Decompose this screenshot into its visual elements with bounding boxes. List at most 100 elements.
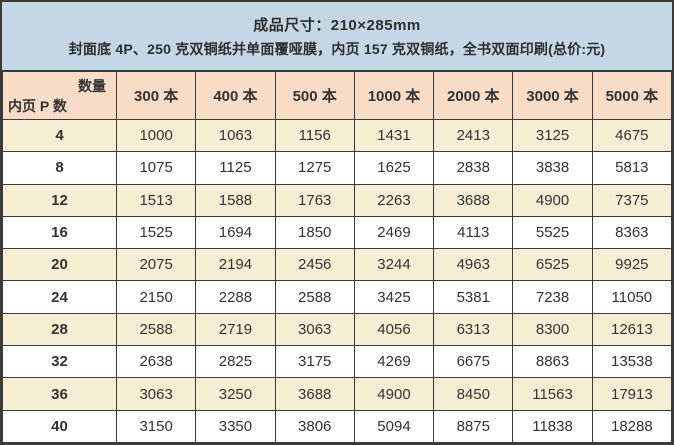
price-cell: 2469 (353, 215, 435, 250)
price-cell: 7375 (591, 183, 672, 217)
price-cell: 1063 (195, 118, 276, 153)
price-cell: 1588 (195, 183, 276, 217)
table-body: 4 1000 1063 1156 1431 2413 3125 4675 8 1075 1125 12… (2, 118, 672, 443)
price-cell: 1513 (115, 183, 197, 217)
price-cell: 3425 (353, 280, 435, 314)
price-cell: 2825 (195, 345, 276, 379)
price-cell: 1000 (115, 118, 197, 153)
price-cell: 3063 (274, 312, 355, 347)
table-row: 20 2075 2194 2456 3244 4963 6525 9925 (2, 248, 672, 282)
price-cell: 5813 (591, 151, 672, 185)
price-cell: 3063 (115, 377, 197, 411)
table-row: 32 2638 2825 3175 4269 6675 8863 13538 (2, 345, 672, 379)
price-cell: 1156 (274, 118, 355, 153)
pages-count-cell: 12 (2, 183, 117, 217)
table-row: 16 1525 1694 1850 2469 4113 5525 8363 (2, 215, 672, 250)
price-cell: 4113 (433, 215, 514, 250)
price-cell: 3688 (433, 183, 514, 217)
price-cell: 4675 (591, 118, 672, 153)
price-cell: 3806 (274, 409, 355, 443)
table-row: 28 2588 2719 3063 4056 6313 8300 12613 (2, 312, 672, 347)
price-cell: 3688 (274, 377, 355, 411)
price-cell: 5094 (353, 409, 435, 443)
price-cell: 4056 (353, 312, 435, 347)
table-row: 36 3063 3250 3688 4900 8450 11563 17913 (2, 377, 672, 411)
price-cell: 1763 (274, 183, 355, 217)
price-cell: 12613 (591, 312, 672, 347)
pages-count-cell: 32 (2, 345, 117, 379)
corner-header-cell: 数量 内页 P 数 (2, 71, 117, 120)
price-cell: 1275 (274, 151, 355, 185)
table-row: 8 1075 1125 1275 1625 2838 3838 5813 (2, 151, 672, 185)
price-cell: 2838 (433, 151, 514, 185)
product-size-title: 成品尺寸：210×285mm (253, 16, 421, 34)
price-cell: 1125 (195, 151, 276, 185)
price-cell: 3150 (115, 409, 197, 443)
price-cell: 5525 (512, 215, 593, 250)
column-header: 1000 本 (353, 71, 435, 120)
price-cell: 1525 (115, 215, 197, 250)
table-row: 12 1513 1588 1763 2263 3688 4900 7375 (2, 183, 672, 217)
price-cell: 9925 (591, 248, 672, 282)
price-cell: 3350 (195, 409, 276, 443)
pages-count-cell: 4 (2, 118, 117, 153)
price-cell: 1075 (115, 151, 197, 185)
price-cell: 1625 (353, 151, 435, 185)
price-cell: 17913 (591, 377, 672, 411)
price-cell: 8363 (591, 215, 672, 250)
price-cell: 2638 (115, 345, 197, 379)
price-cell: 11050 (591, 280, 672, 314)
price-table: 数量 内页 P 数 300 本 400 本 500 本 1000 本 2000 本 300… (2, 71, 672, 443)
price-cell: 5381 (433, 280, 514, 314)
price-cell: 2456 (274, 248, 355, 282)
price-cell: 18288 (591, 409, 672, 443)
table-row: 24 2150 2288 2588 3425 5381 7238 11050 (2, 280, 672, 314)
price-cell: 1850 (274, 215, 355, 250)
price-cell: 4900 (512, 183, 593, 217)
price-cell: 11838 (512, 409, 593, 443)
price-cell: 3250 (195, 377, 276, 411)
price-cell: 7238 (512, 280, 593, 314)
column-header: 300 本 (115, 71, 197, 120)
pages-count-cell: 16 (2, 215, 117, 250)
price-cell: 2588 (115, 312, 197, 347)
corner-pages-label: 内页 P 数 (8, 98, 67, 114)
price-cell: 2194 (195, 248, 276, 282)
price-cell: 6313 (433, 312, 514, 347)
price-cell: 3244 (353, 248, 435, 282)
price-cell: 8450 (433, 377, 514, 411)
price-cell: 3838 (512, 151, 593, 185)
price-cell: 8863 (512, 345, 593, 379)
column-header: 2000 本 (433, 71, 514, 120)
spec-subtitle: 封面底 4P、250 克双铜纸并单面覆哑膜，内页 157 克双铜纸，全书双面印刷… (68, 40, 606, 57)
price-cell: 4900 (353, 377, 435, 411)
price-cell: 2150 (115, 280, 197, 314)
column-header: 3000 本 (512, 71, 593, 120)
price-cell: 2413 (433, 118, 514, 153)
price-cell: 4963 (433, 248, 514, 282)
price-cell: 8875 (433, 409, 514, 443)
column-header: 400 本 (195, 71, 276, 120)
price-cell: 13538 (591, 345, 672, 379)
price-cell: 2263 (353, 183, 435, 217)
price-cell: 6675 (433, 345, 514, 379)
pages-count-cell: 8 (2, 151, 117, 185)
column-header: 500 本 (274, 71, 355, 120)
price-cell: 2719 (195, 312, 276, 347)
column-header: 5000 本 (591, 71, 672, 120)
sheet-title-band: 成品尺寸：210×285mm 封面底 4P、250 克双铜纸并单面覆哑膜，内页 … (2, 2, 672, 71)
price-cell: 2288 (195, 280, 276, 314)
price-cell: 8300 (512, 312, 593, 347)
price-cell: 4269 (353, 345, 435, 379)
price-cell: 3125 (512, 118, 593, 153)
price-cell: 3175 (274, 345, 355, 379)
price-cell: 1431 (353, 118, 435, 153)
price-cell: 6525 (512, 248, 593, 282)
price-cell: 2588 (274, 280, 355, 314)
price-cell: 11563 (512, 377, 593, 411)
price-cell: 1694 (195, 215, 276, 250)
pages-count-cell: 36 (2, 377, 117, 411)
corner-quantity-label: 数量 (78, 78, 106, 94)
table-header-row: 数量 内页 P 数 300 本 400 本 500 本 1000 本 2000 本 300… (2, 71, 672, 120)
